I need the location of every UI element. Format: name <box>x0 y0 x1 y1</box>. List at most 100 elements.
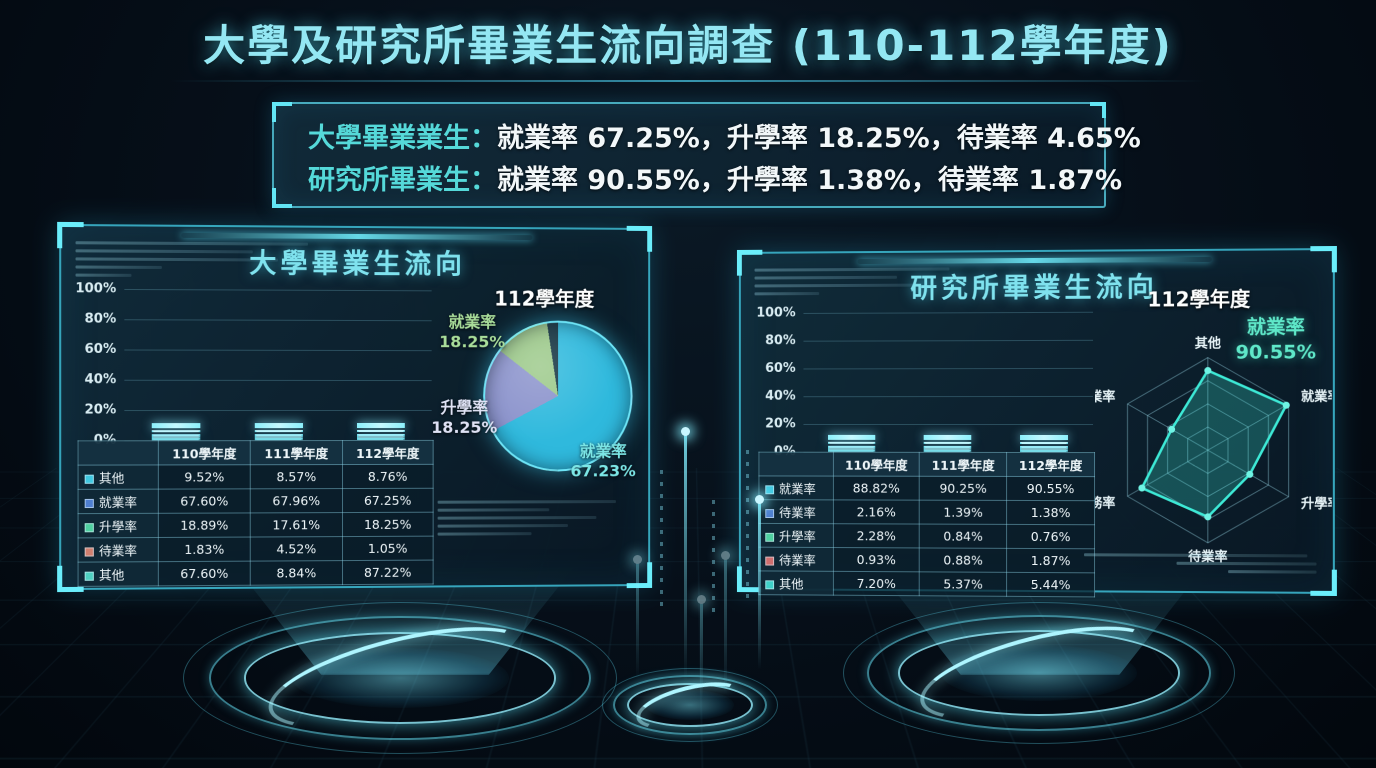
legend-swatch <box>84 571 94 581</box>
table-header-cell <box>78 440 159 466</box>
table-cell: 8.57% <box>250 464 343 489</box>
table-cell: 67.25% <box>342 488 434 513</box>
table-row: 待業率 2.16% 1.39% 1.38% <box>758 499 1095 525</box>
table-row-label: 升學率 <box>758 523 834 548</box>
decorative-readout <box>1084 548 1317 578</box>
gridline <box>803 423 1094 426</box>
bar-segment <box>827 441 875 444</box>
table-cell: 67.96% <box>250 488 343 513</box>
table-cell: 88.82% <box>833 476 920 501</box>
light-streak <box>633 555 642 680</box>
graduate-bar-chart: 100%80%60%40%20%0% <box>756 306 1094 459</box>
table-cell: 0.93% <box>833 547 920 572</box>
table-cell: 1.87% <box>1006 548 1095 573</box>
decorative-readout <box>437 495 641 541</box>
gridline <box>803 311 1094 314</box>
table-cell: 5.37% <box>919 571 1007 597</box>
y-axis-tick: 20% <box>765 416 796 432</box>
table-cell: 17.61% <box>250 512 343 538</box>
light-dots <box>712 500 715 620</box>
radar-axis-label: 待業率 <box>1187 549 1228 565</box>
bar-segment <box>151 430 201 433</box>
graduate-panel: 研究所畢業生流向 100%80%60%40%20%0% 110學年度111學年度… <box>736 245 1337 598</box>
light-streak <box>697 595 706 700</box>
bar-chart-plot-area <box>803 311 1094 454</box>
table-row-label: 其他 <box>758 570 834 596</box>
table-cell: 90.25% <box>919 476 1007 501</box>
table-header-cell: 112學年度 <box>1006 452 1095 477</box>
radar-vertex <box>1204 367 1212 375</box>
table-row: 待業率 1.83% 4.52% 1.05% <box>78 536 434 563</box>
summary-label: 研究所畢業生： <box>308 165 497 196</box>
corner-accent <box>626 562 653 589</box>
radar-title: 112學年度 <box>1147 286 1251 312</box>
light-dots <box>746 450 749 600</box>
radar-vertex <box>1168 425 1176 433</box>
y-axis-tick: 20% <box>84 402 117 418</box>
panel-title: 大學畢業生流向 <box>249 248 466 281</box>
y-axis-tick: 100% <box>756 305 796 321</box>
table-row-label: 其他 <box>78 561 159 587</box>
legend-swatch <box>765 485 775 495</box>
pie-callout-purple: 升學率 18.25% <box>422 398 507 438</box>
radar-axis-label: 就業率 <box>1301 389 1332 405</box>
bar-segment <box>923 441 972 444</box>
summary-label: 大學畢業業生： <box>308 123 497 154</box>
table-cell: 9.52% <box>158 464 251 490</box>
table-header-cell <box>758 452 834 477</box>
university-panel: 大學畢業生流向 100%80%60%40%20%0% 110學年度111學年度1… <box>57 221 653 593</box>
university-data-table: 110學年度 111學年度 112學年度 其他 9.52% 8.57% 8.76% 就業率 67… <box>77 439 434 587</box>
table-header-cell: 112學年度 <box>342 440 434 465</box>
bar-segment <box>357 429 405 433</box>
gridline <box>803 339 1094 342</box>
pie-callout-value: 18.25% <box>439 332 506 352</box>
y-axis-tick: 40% <box>84 372 117 388</box>
bar-segment <box>1020 441 1069 445</box>
table-cell: 0.76% <box>1006 524 1095 549</box>
table-cell: 1.05% <box>342 536 434 561</box>
legend-swatch <box>765 509 775 519</box>
summary-value: 就業率 90.55%，升學率 1.38%，待業率 1.87% <box>497 165 1122 196</box>
light-dots <box>660 470 663 610</box>
university-pie-block: 112學年度 就業率 18.25% 升學率 18.25% 就業率 67.23% <box>431 282 645 517</box>
table-cell: 18.25% <box>342 512 434 537</box>
table-cell: 67.60% <box>158 488 251 514</box>
page-title: 大學及研究所畢業生流向調查 (110-112學年度) <box>203 21 1173 70</box>
y-axis-tick: 80% <box>765 333 796 349</box>
legend-swatch <box>84 498 94 509</box>
legend-swatch <box>84 474 94 484</box>
table-cell: 18.89% <box>158 512 251 538</box>
legend-swatch <box>765 580 775 590</box>
pie-callout-label: 就業率 <box>448 312 497 332</box>
table-cell: 1.83% <box>158 537 251 562</box>
graduate-data-table: 110學年度 111學年度 112學年度 就業率 88.82% 90.25% 90.55% 待… <box>758 451 1096 598</box>
gridline <box>124 349 432 352</box>
legend-swatch <box>84 547 94 557</box>
table-row: 待業率 0.93% 0.88% 1.87% <box>758 547 1095 573</box>
table-cell: 90.55% <box>1006 476 1095 501</box>
gridline <box>124 288 432 292</box>
gridline <box>124 409 432 412</box>
table-row: 升學率 2.28% 0.84% 0.76% <box>758 523 1095 549</box>
table-cell: 87.22% <box>342 560 434 585</box>
y-axis-tick: 40% <box>765 388 796 404</box>
bar-segment <box>254 430 303 433</box>
table-cell: 2.28% <box>833 523 920 548</box>
summary-box: 大學畢業業生：就業率 67.25%，升學率 18.25%，待業率 4.65% 研… <box>272 102 1141 208</box>
light-streak <box>681 427 690 682</box>
table-row: 就業率 67.60% 67.96% 67.25% <box>78 488 434 514</box>
hologram-platform-left <box>183 602 617 754</box>
y-axis-tick: 60% <box>84 341 117 358</box>
bar <box>827 434 875 452</box>
summary-line-graduate: 研究所畢業生：就業率 90.55%，升學率 1.38%，待業率 1.87% <box>308 160 1122 202</box>
title-divider <box>170 80 1206 82</box>
pie-title: 112學年度 <box>494 286 595 311</box>
table-cell: 5.44% <box>1006 572 1095 597</box>
bar <box>254 422 303 441</box>
bar-cap <box>357 422 405 429</box>
table-header-row: 110學年度 111學年度 112學年度 <box>758 452 1095 477</box>
legend-swatch <box>84 523 94 533</box>
radar-axis-label: 待業率 <box>1095 389 1115 405</box>
radar-data-polygon <box>1142 370 1286 517</box>
